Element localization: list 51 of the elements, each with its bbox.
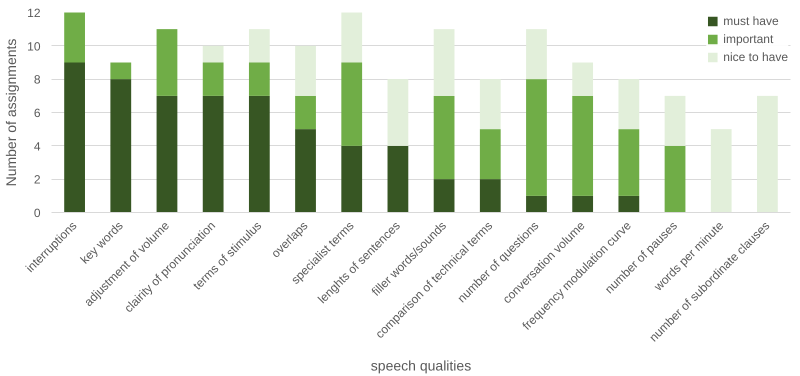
bar xyxy=(341,62,362,146)
bar xyxy=(572,96,594,196)
bar xyxy=(295,129,316,212)
bar xyxy=(341,12,362,62)
bar xyxy=(572,196,594,212)
bar xyxy=(64,62,85,212)
bar xyxy=(434,179,454,212)
bar xyxy=(248,29,270,62)
bar xyxy=(664,96,686,146)
bar xyxy=(248,62,270,96)
bar xyxy=(110,79,132,212)
bar xyxy=(757,96,778,212)
bar xyxy=(618,196,640,212)
bar xyxy=(295,46,316,96)
bar xyxy=(388,146,408,212)
legend-label: important xyxy=(723,32,774,46)
bar xyxy=(64,12,85,62)
legend-label: must have xyxy=(723,14,779,28)
bar xyxy=(388,79,408,146)
bar xyxy=(710,129,732,212)
bar xyxy=(434,29,454,96)
bar xyxy=(248,96,270,212)
bar xyxy=(526,79,547,196)
bar xyxy=(572,62,594,96)
bar xyxy=(618,129,640,196)
bar xyxy=(295,96,316,130)
y-tick-label: 10 xyxy=(27,39,41,54)
bar xyxy=(202,62,224,96)
bar xyxy=(341,146,362,212)
bar xyxy=(110,62,132,80)
bar xyxy=(480,179,501,212)
bar xyxy=(526,196,547,212)
y-tick-label: 6 xyxy=(34,106,41,120)
bar xyxy=(434,96,454,180)
bar xyxy=(526,29,547,80)
bar xyxy=(156,29,178,96)
bar xyxy=(480,129,501,180)
bar xyxy=(156,96,178,212)
bar xyxy=(618,79,640,130)
y-tick-label: 12 xyxy=(27,6,41,20)
x-axis-title: speech qualities xyxy=(370,357,472,374)
y-tick-label: 2 xyxy=(34,172,41,187)
y-tick-label: 8 xyxy=(34,72,41,87)
y-axis-title: Number of assignments xyxy=(3,38,20,186)
bar xyxy=(202,96,224,212)
bar xyxy=(664,146,686,212)
legend-label: nice to have xyxy=(723,50,788,64)
bar xyxy=(480,79,501,130)
bar xyxy=(202,46,224,62)
y-tick-label: 0 xyxy=(34,206,41,220)
y-tick-label: 4 xyxy=(34,139,41,154)
